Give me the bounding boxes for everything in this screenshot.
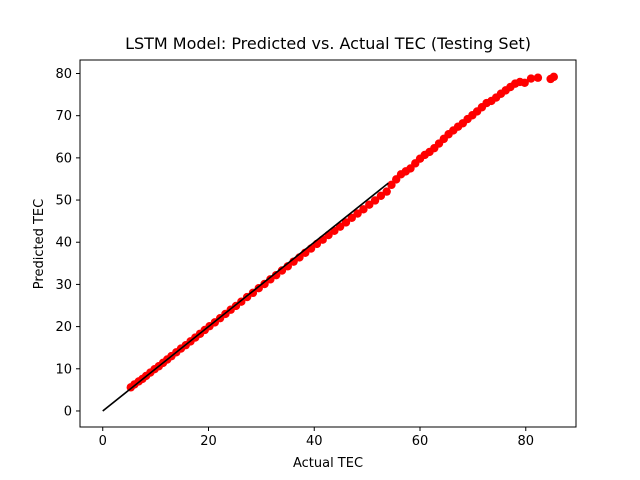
data-point [254, 284, 263, 293]
x-tick-label: 20 [200, 434, 217, 449]
y-axis-label: Predicted TEC [32, 199, 47, 289]
data-point [266, 275, 275, 284]
x-tick-label: 0 [99, 434, 107, 449]
data-point [370, 196, 380, 205]
y-tick-label: 50 [55, 194, 72, 209]
data-point [526, 74, 536, 83]
y-tick-label: 60 [55, 151, 72, 166]
y-tick-label: 80 [55, 67, 72, 82]
y-tick-label: 10 [55, 362, 72, 377]
data-point [533, 73, 543, 82]
x-axis-label: Actual TEC [293, 456, 363, 471]
y-tick-label: 30 [55, 278, 72, 293]
data-point [335, 222, 345, 231]
data-point [271, 270, 281, 280]
data-point [365, 200, 374, 209]
scatter-points [126, 72, 558, 392]
plot-frame [79, 59, 577, 428]
data-point [549, 72, 558, 82]
data-point [520, 78, 529, 87]
data-point [277, 266, 287, 275]
data-point [382, 187, 391, 196]
identity-line-path [102, 182, 389, 412]
data-point [359, 205, 368, 214]
x-axis-ticks: 0 20 40 60 80 [99, 427, 534, 449]
data-point [387, 180, 396, 190]
data-point [353, 209, 362, 218]
data-point [341, 218, 351, 227]
x-tick-label: 80 [517, 434, 534, 449]
data-point [260, 279, 269, 289]
data-point [347, 213, 356, 222]
y-tick-label: 0 [64, 404, 72, 419]
y-tick-label: 70 [55, 109, 72, 124]
data-point [248, 288, 258, 298]
chart-title: LSTM Model: Predicted vs. Actual TEC (Te… [125, 34, 531, 53]
y-tick-label: 20 [55, 320, 72, 335]
y-tick-label: 40 [55, 236, 72, 251]
x-tick-label: 40 [306, 434, 323, 449]
data-point [376, 191, 386, 201]
identity-line [102, 182, 389, 412]
y-axis-ticks: 0 10 20 30 40 50 60 70 80 [55, 67, 80, 419]
x-tick-label: 60 [412, 434, 429, 449]
